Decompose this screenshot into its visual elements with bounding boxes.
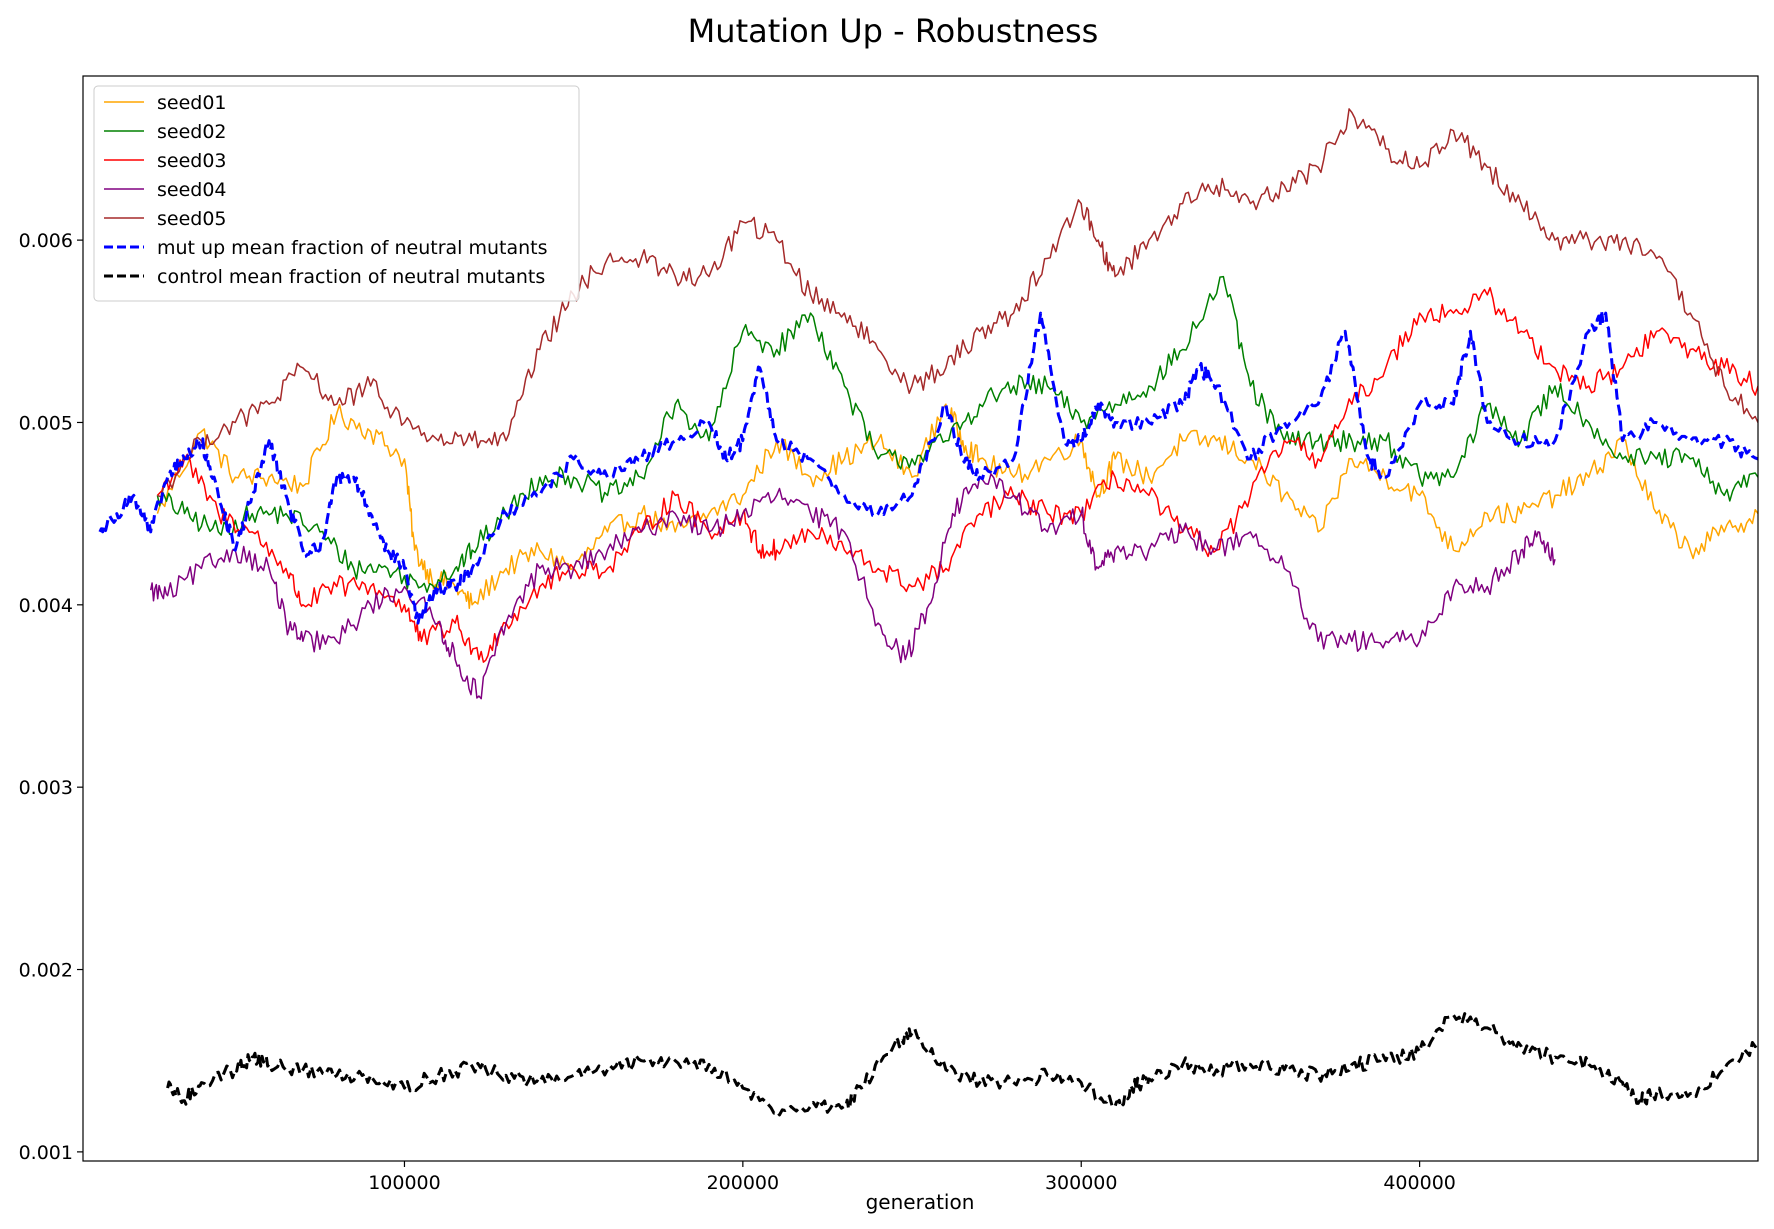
legend-label: control mean fraction of neutral mutants: [157, 266, 545, 288]
y-tick-label: 0.006: [19, 230, 73, 252]
series-line-7: [166, 1012, 1758, 1117]
x-tick-label: 100000: [368, 1172, 441, 1194]
y-tick-label: 0.004: [19, 595, 73, 617]
x-tick-label: 300000: [1045, 1172, 1118, 1194]
legend-label: seed01: [157, 92, 227, 114]
legend: seed01 seed02 seed03 seed04 seed05 mut up mea…: [93, 85, 580, 302]
chart-title: Mutation Up - Robustness: [688, 12, 1099, 50]
y-tick-label: 0.003: [19, 777, 73, 799]
x-tick-label: 200000: [707, 1172, 780, 1194]
series-line-3: [156, 286, 1758, 663]
series-line-5: [157, 108, 1758, 498]
legend-label: seed05: [157, 208, 227, 230]
series-line-6: [98, 309, 1758, 625]
y-tick-label: 0.001: [19, 1142, 73, 1164]
y-tick-label: 0.005: [19, 412, 73, 434]
legend-label: seed03: [157, 150, 227, 172]
series-line-1: [156, 403, 1758, 610]
axes-layer: 100000 200000 300000 400000 0.001 0.002 0.003 0…: [19, 230, 1456, 1194]
x-axis-label: generation: [866, 1190, 975, 1214]
series-line-2: [156, 275, 1758, 593]
legend-label: seed04: [157, 179, 227, 201]
legend-label: mut up mean fraction of neutral mutants: [157, 237, 548, 259]
legend-label: seed02: [157, 121, 227, 143]
x-tick-label: 400000: [1383, 1172, 1456, 1194]
y-tick-label: 0.002: [19, 960, 73, 982]
series-layer: [98, 108, 1758, 1117]
legend-box: [93, 85, 580, 302]
series-line-4: [149, 473, 1556, 700]
plot-frame: [82, 75, 1759, 1162]
